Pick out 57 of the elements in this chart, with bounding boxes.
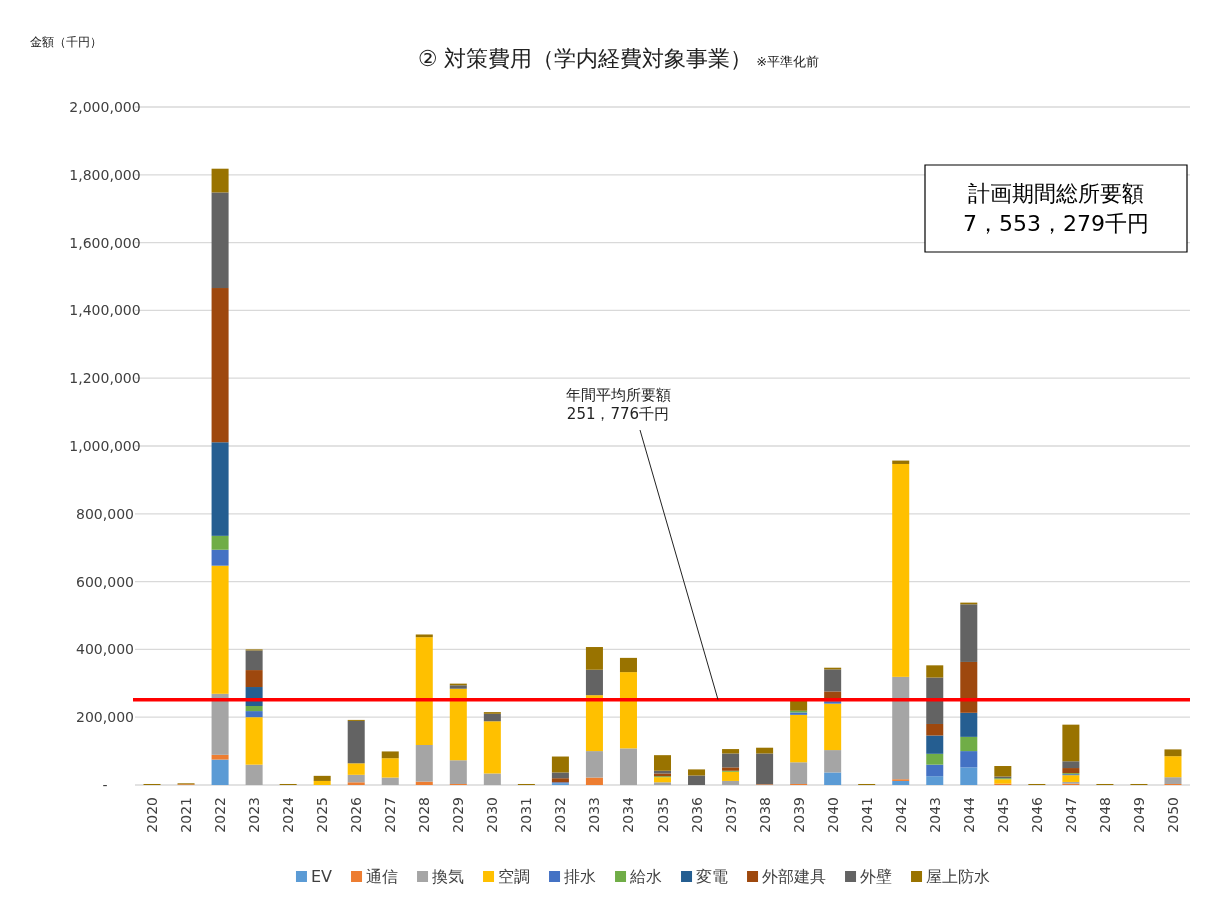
y-tick-label: 400,000 bbox=[76, 641, 134, 658]
x-tick-label: 2026 bbox=[348, 796, 365, 833]
x-tick-label: 2020 bbox=[144, 797, 161, 833]
x-tick-label: 2044 bbox=[960, 796, 977, 833]
x-tick-label: 2047 bbox=[1062, 797, 1079, 833]
legend-label: 通信 bbox=[366, 867, 399, 886]
y-tick-label: 200,000 bbox=[76, 709, 134, 726]
x-tick-label: 2030 bbox=[484, 797, 501, 833]
x-tick-label: 2043 bbox=[926, 797, 943, 833]
x-tick-label: 2029 bbox=[450, 797, 467, 833]
y-tick-label: 1,600,000 bbox=[69, 234, 141, 251]
y-tick-label: 600,000 bbox=[76, 573, 134, 590]
chart-title: ② 対策費用（学内経費対象事業） bbox=[417, 46, 753, 71]
x-tick-label: 2033 bbox=[586, 797, 603, 833]
x-tick-label: 2040 bbox=[824, 797, 841, 833]
x-tick-label: 2021 bbox=[178, 797, 195, 833]
x-tick-label: 2032 bbox=[552, 797, 569, 833]
x-tick-label: 2039 bbox=[790, 797, 807, 833]
x-tick-label: 2038 bbox=[756, 797, 773, 833]
y-tick-label: 1,400,000 bbox=[69, 302, 141, 319]
legend-label: 外壁 bbox=[860, 867, 893, 886]
y-tick-label: 1,200,000 bbox=[69, 370, 141, 387]
legend-label: EV bbox=[310, 867, 333, 886]
legend-label: 屋上防水 bbox=[926, 867, 991, 886]
x-tick-label: 2042 bbox=[892, 797, 909, 833]
x-tick-label: 2046 bbox=[1028, 796, 1045, 833]
legend-label: 変電 bbox=[696, 867, 729, 886]
legend-label: 換気 bbox=[432, 867, 465, 886]
x-tick-label: 2023 bbox=[246, 797, 263, 833]
y-tick-label: 800,000 bbox=[76, 505, 134, 522]
x-tick-label: 2041 bbox=[858, 797, 875, 833]
x-tick-label: 2024 bbox=[280, 796, 297, 833]
legend-label: 外部建具 bbox=[762, 867, 827, 886]
legend-label: 排水 bbox=[564, 867, 597, 886]
x-tick-label: 2036 bbox=[688, 796, 705, 833]
x-tick-label: 2049 bbox=[1130, 797, 1147, 833]
legend-label: 給水 bbox=[629, 867, 663, 886]
ref-line-label: 年間平均所要額 251，776千円 bbox=[565, 386, 671, 423]
x-tick-label: 2027 bbox=[382, 797, 399, 833]
x-tick-label: 2048 bbox=[1096, 797, 1113, 833]
y-axis-title: 金額（千円） bbox=[30, 35, 102, 49]
x-tick-label: 2050 bbox=[1164, 797, 1181, 833]
y-tick-label: - bbox=[102, 777, 108, 793]
x-tick-label: 2025 bbox=[314, 797, 331, 833]
y-tick-label: 2,000,000 bbox=[69, 99, 141, 115]
y-tick-label: 1,000,000 bbox=[69, 438, 141, 454]
x-tick-label: 2022 bbox=[212, 797, 229, 833]
legend-label: 空調 bbox=[498, 867, 531, 886]
x-tick-label: 2037 bbox=[722, 797, 739, 833]
chart-subtitle: ※平準化前 bbox=[756, 54, 820, 69]
y-tick-label: 1,800,000 bbox=[69, 166, 141, 183]
x-tick-label: 2031 bbox=[518, 797, 535, 833]
annotation: 計画期間総所要額 7，553，279千円 bbox=[963, 181, 1149, 236]
x-tick-label: 2035 bbox=[654, 797, 671, 833]
x-tick-label: 2034 bbox=[620, 796, 637, 833]
x-tick-label: 2028 bbox=[416, 797, 433, 833]
x-tick-label: 2045 bbox=[994, 797, 1011, 833]
